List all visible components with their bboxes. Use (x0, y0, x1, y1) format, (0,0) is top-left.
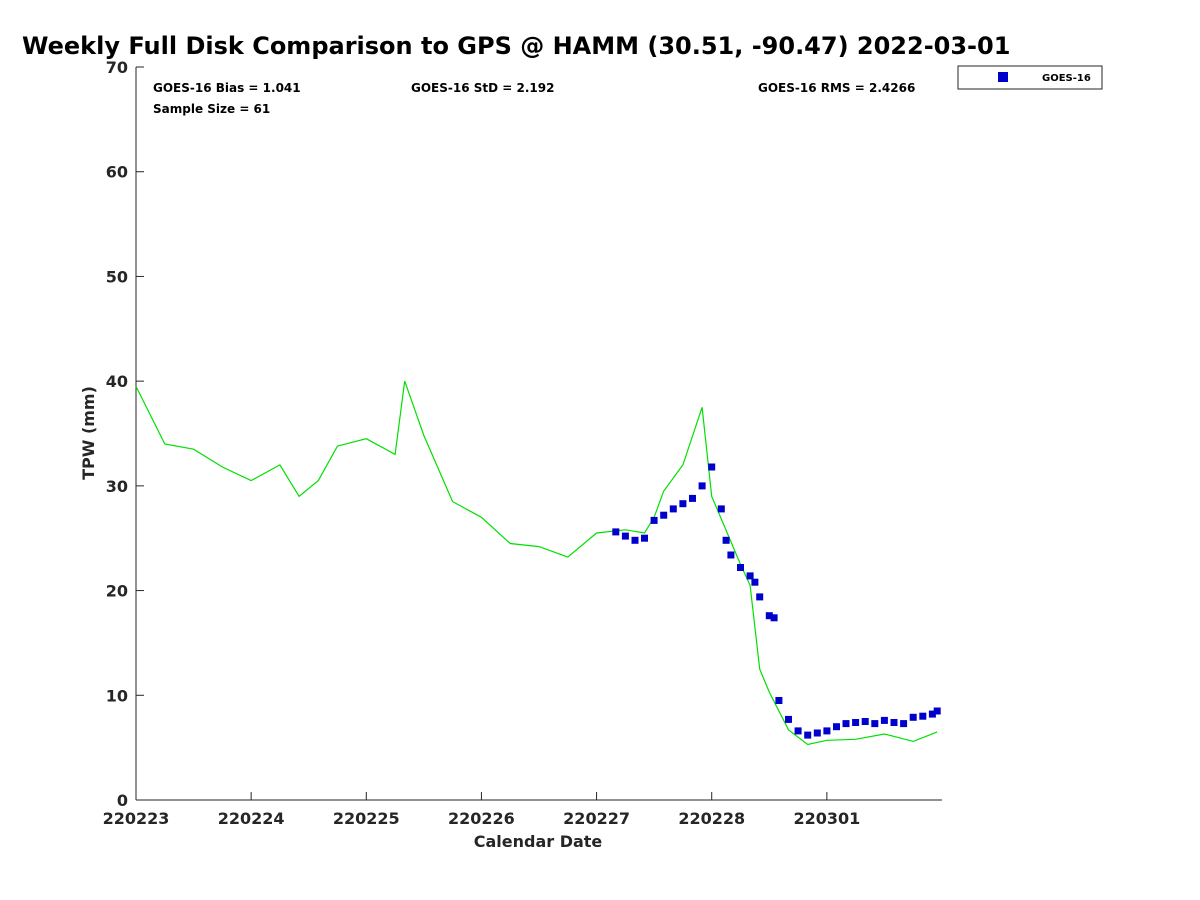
legend-box (957, 65, 1103, 90)
y-tick-label: 30 (106, 477, 128, 496)
x-tick-label: 220224 (218, 809, 285, 828)
bias-annotation: GOES-16 Bias = 1.041 (153, 81, 301, 95)
goes-16-point (641, 534, 648, 542)
goes-16-point (900, 720, 908, 728)
goes-16-point (933, 707, 941, 715)
goes-16-point (650, 516, 658, 524)
goes-16-point (861, 718, 869, 725)
goes-16-point (919, 712, 927, 720)
goes-16-point (765, 612, 773, 620)
goes-16-point (746, 572, 754, 580)
goes-16-point (880, 716, 888, 724)
goes-16-point (717, 505, 725, 513)
goes-16-point (722, 536, 730, 544)
goes-16-point (852, 719, 860, 726)
goes-16-point (804, 731, 812, 739)
x-tick-label: 220226 (448, 809, 515, 828)
x-axis-ticks: 220223 220224 220225 220226 220227 220228 2203… (103, 792, 860, 828)
x-tick-label: 220227 (563, 809, 630, 828)
y-tick-label: 0 (117, 791, 128, 810)
y-axis-label: TPW (mm) (79, 386, 98, 480)
goes-16-point (794, 727, 802, 735)
goes-16-point (737, 564, 744, 571)
goes-16-point (823, 727, 831, 735)
std-annotation: GOES-16 StD = 2.192 (411, 81, 554, 95)
goes-16-point (660, 511, 668, 519)
goes-16-point (833, 723, 840, 731)
rms-annotation: GOES-16 RMS = 2.4266 (758, 81, 915, 95)
chart-title: Weekly Full Disk Comparison to GPS @ HAM… (22, 32, 1010, 60)
x-tick-label: 220301 (793, 809, 860, 828)
goes-16-point (842, 720, 850, 728)
x-tick-label: 220223 (103, 809, 170, 828)
goes-16-point (909, 713, 917, 721)
goes-16-point (727, 551, 735, 559)
y-tick-label: 10 (106, 686, 128, 705)
goes-16-point (621, 532, 629, 540)
goes-16-point (612, 528, 620, 536)
sample-size-annotation: Sample Size = 61 (153, 102, 270, 116)
goes-16-point (756, 593, 764, 601)
x-tick-label: 220225 (333, 809, 400, 828)
legend-marker-goes-16 (998, 72, 1008, 82)
y-axis-ticks: 0 10 20 30 40 50 60 70 (106, 58, 144, 810)
series-line-gps (135, 380, 938, 746)
y-tick-label: 20 (106, 582, 128, 601)
x-axis-label: Calendar Date (474, 832, 603, 851)
y-tick-label: 70 (106, 58, 128, 77)
x-tick-label: 220228 (678, 809, 745, 828)
goes-16-point (785, 715, 792, 723)
series-layer (135, 380, 941, 746)
goes-16-point (928, 710, 936, 718)
goes-16-point (775, 697, 783, 704)
y-tick-label: 60 (106, 163, 128, 182)
y-tick-label: 50 (106, 267, 128, 286)
y-tick-label: 40 (106, 372, 128, 391)
goes-16-point (631, 536, 639, 544)
plot-area (135, 67, 942, 801)
goes-16-point (770, 614, 778, 622)
legend-label-goes-16: GOES-16 (1042, 73, 1091, 84)
goes-16-point (698, 482, 706, 490)
goes-16-point (679, 500, 687, 508)
goes-16-point (708, 463, 716, 471)
goes-16-point (890, 719, 898, 726)
goes-16-point (871, 720, 879, 728)
goes-16-point (813, 729, 821, 737)
legend: GOES-16 (957, 65, 1103, 90)
goes-16-point (669, 505, 677, 513)
goes-16-point (751, 578, 759, 586)
goes-16-point (689, 494, 696, 502)
